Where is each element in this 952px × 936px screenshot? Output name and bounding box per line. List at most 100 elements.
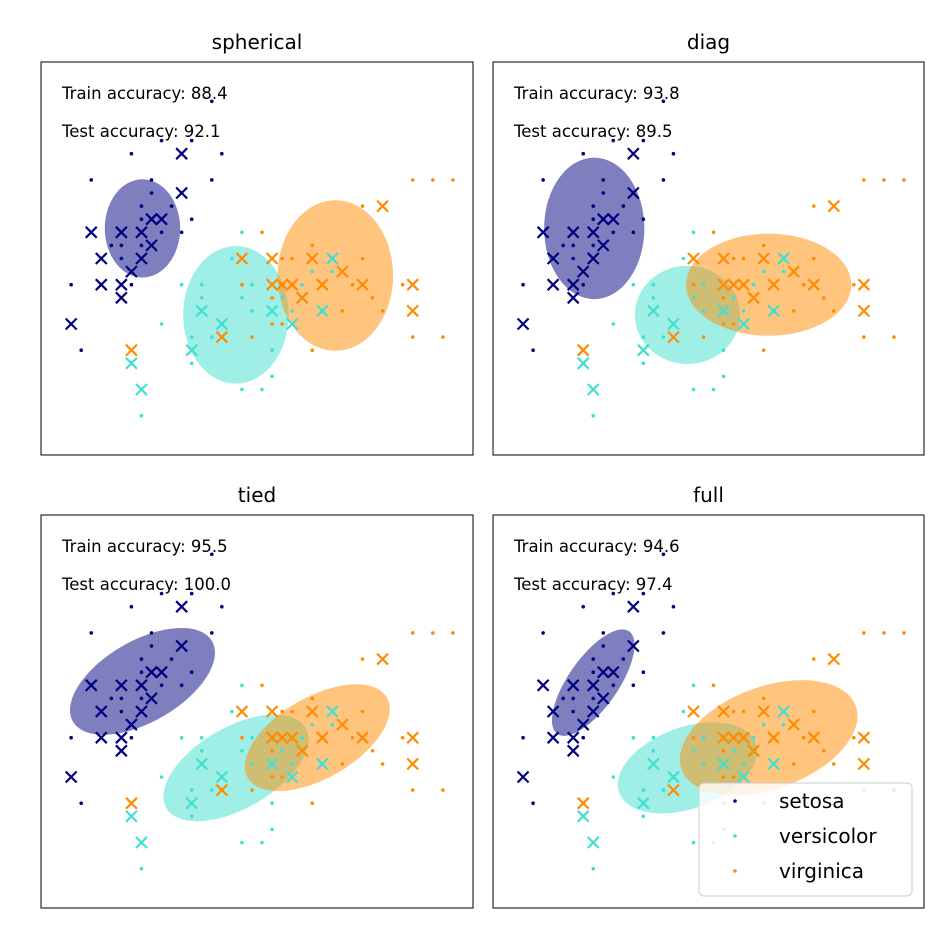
- train-point-setosa: [129, 604, 134, 609]
- train-point-virginica: [350, 735, 355, 740]
- ellipse-setosa: [551, 629, 635, 736]
- train-point-virginica: [731, 256, 736, 261]
- train-point-virginica: [451, 178, 455, 182]
- train-point-versicolor: [240, 683, 244, 688]
- train-point-versicolor: [139, 413, 144, 418]
- train-point-versicolor: [741, 762, 746, 766]
- test-point-versicolor: [265, 304, 279, 318]
- test-point-virginica: [687, 252, 700, 265]
- train-point-setosa: [581, 735, 586, 740]
- train-point-setosa: [79, 801, 83, 805]
- train-point-versicolor: [250, 762, 254, 766]
- test-point-setosa: [586, 679, 600, 692]
- test-point-setosa: [586, 252, 600, 265]
- train-point-setosa: [591, 204, 596, 208]
- test-point-virginica: [316, 278, 329, 291]
- train-point-versicolor: [260, 387, 264, 392]
- test-point-virginica: [356, 731, 369, 744]
- test-point-setosa: [175, 600, 188, 613]
- train-point-setosa: [571, 709, 575, 714]
- test-point-virginica: [336, 718, 349, 731]
- test-point-virginica: [576, 796, 590, 810]
- test-accuracy-label: Test accuracy: 100.0: [61, 575, 231, 594]
- train-point-virginica: [280, 709, 284, 714]
- train-point-setosa: [601, 631, 606, 635]
- test-point-versicolor: [576, 810, 590, 823]
- train-point-virginica: [340, 309, 345, 313]
- train-point-versicolor: [691, 683, 696, 688]
- axes-frame: [40, 514, 474, 909]
- test-point-setosa: [155, 665, 168, 679]
- train-point-setosa: [641, 217, 646, 221]
- test-point-setosa: [566, 226, 580, 239]
- test-point-versicolor: [326, 705, 339, 718]
- test-point-virginica: [406, 278, 419, 291]
- train-point-setosa: [129, 282, 134, 287]
- test-point-setosa: [627, 186, 640, 200]
- test-point-setosa: [64, 770, 78, 784]
- train-point-versicolor: [661, 788, 666, 792]
- test-point-virginica: [747, 744, 760, 758]
- train-point-versicolor: [189, 814, 194, 819]
- test-point-virginica: [576, 343, 590, 357]
- train-point-virginica: [811, 709, 816, 714]
- test-point-setosa: [115, 731, 128, 744]
- test-point-virginica: [827, 199, 841, 213]
- train-point-virginica: [811, 256, 816, 261]
- test-point-virginica: [727, 731, 740, 744]
- train-point-virginica: [441, 788, 445, 792]
- train-point-virginica: [350, 282, 355, 287]
- train-point-versicolor: [651, 735, 656, 740]
- test-point-virginica: [265, 252, 279, 265]
- train-point-versicolor: [199, 735, 204, 740]
- train-point-virginica: [711, 683, 716, 688]
- test-point-virginica: [857, 757, 871, 771]
- train-point-virginica: [410, 178, 415, 182]
- train-point-setosa: [661, 631, 666, 635]
- axes-frame: [492, 61, 925, 456]
- test-point-setosa: [95, 252, 108, 265]
- train-point-virginica: [862, 335, 866, 339]
- train-point-virginica: [741, 709, 746, 714]
- legend-box: [698, 782, 913, 897]
- test-accuracy-label: Test accuracy: 97.4: [513, 575, 673, 594]
- train-point-versicolor: [310, 722, 315, 727]
- test-point-versicolor: [647, 757, 660, 771]
- train-point-virginica: [431, 178, 435, 182]
- train-point-virginica: [801, 735, 806, 740]
- train-point-virginica: [711, 230, 716, 235]
- train-point-versicolor: [250, 735, 254, 740]
- test-point-setosa: [155, 212, 168, 226]
- train-point-versicolor: [641, 814, 646, 819]
- train-point-versicolor: [631, 735, 636, 740]
- train-point-versicolor: [189, 335, 194, 339]
- train-point-virginica: [821, 296, 826, 300]
- train-point-setosa: [591, 217, 596, 221]
- train-point-virginica: [852, 282, 856, 287]
- train-point-virginica: [260, 230, 264, 235]
- test-point-versicolor: [637, 343, 650, 357]
- test-point-setosa: [135, 679, 148, 692]
- test-point-virginica: [406, 304, 419, 318]
- test-point-versicolor: [285, 770, 299, 784]
- train-point-virginica: [250, 335, 254, 339]
- test-point-setosa: [607, 212, 620, 226]
- train-point-virginica: [270, 749, 274, 753]
- train-point-versicolor: [781, 269, 786, 274]
- train-point-setosa: [169, 657, 174, 661]
- train-accuracy-label: Train accuracy: 94.6: [513, 537, 680, 556]
- test-point-setosa: [566, 744, 580, 758]
- test-point-setosa: [145, 665, 158, 679]
- test-point-setosa: [596, 212, 610, 226]
- train-point-versicolor: [681, 709, 686, 714]
- train-point-setosa: [661, 178, 666, 182]
- train-point-setosa: [220, 151, 224, 156]
- train-point-versicolor: [330, 269, 335, 274]
- legend-label-versicolor: versicolor: [779, 824, 877, 848]
- test-point-setosa: [64, 317, 78, 331]
- test-point-virginica: [125, 796, 138, 810]
- train-point-virginica: [721, 775, 726, 779]
- test-point-setosa: [145, 212, 158, 226]
- train-point-setosa: [571, 243, 575, 248]
- train-point-virginica: [280, 775, 284, 779]
